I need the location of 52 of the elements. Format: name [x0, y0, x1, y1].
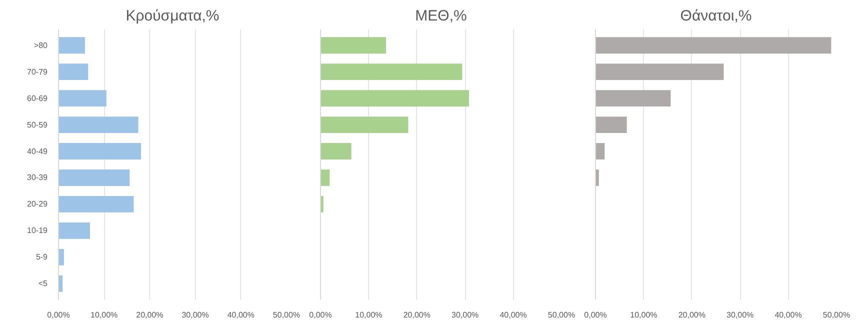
x-tick-label: 10,00%: [355, 310, 382, 320]
y-tick-label: 5-9: [36, 252, 48, 262]
y-tick-label: 30-39: [27, 173, 48, 182]
x-tick-label: 20,00%: [678, 310, 706, 320]
bar: [58, 170, 130, 186]
bar: [320, 170, 330, 186]
bar: [58, 196, 134, 212]
y-tick-label: >80: [34, 40, 48, 50]
y-tick-label: 20-29: [27, 200, 48, 209]
bar: [58, 90, 106, 107]
x-tick-label: 10,00%: [90, 310, 118, 320]
bar: [596, 143, 605, 160]
y-tick-label: 10-19: [27, 226, 48, 236]
bar: [320, 90, 469, 107]
y-tick-label: 50-59: [27, 120, 48, 130]
x-tick-label: 50,00%: [548, 310, 576, 320]
x-tick-label: 0,00%: [47, 310, 70, 320]
x-tick-label: 20,00%: [403, 310, 430, 320]
x-tick-label: 40,00%: [774, 310, 802, 320]
y-tick-label: <5: [38, 279, 48, 288]
x-tick-label: 50,00%: [272, 310, 300, 320]
x-tick-label: 40,00%: [500, 310, 527, 320]
bar: [58, 116, 138, 133]
x-tick-label: 30,00%: [452, 310, 479, 320]
x-tick-label: 40,00%: [227, 310, 254, 320]
bar: [58, 37, 85, 54]
y-tick-label: 40-49: [27, 146, 48, 156]
bar: [320, 37, 386, 54]
x-tick-label: 20,00%: [136, 310, 164, 320]
bar: [596, 170, 599, 186]
bar: [596, 116, 627, 133]
chart-title: ΜΕΘ,%: [415, 8, 467, 24]
bar: [58, 222, 90, 239]
y-tick-label: 70-79: [27, 67, 48, 76]
x-tick-label: 10,00%: [630, 310, 658, 320]
bar: [320, 116, 408, 133]
x-tick-label: 50,00%: [822, 310, 850, 320]
chart-title: Θάνατοι,%: [680, 8, 752, 24]
bar: [320, 64, 462, 80]
bar: [320, 143, 352, 160]
x-tick-label: 0,00%: [309, 310, 332, 320]
x-tick-label: 0,00%: [584, 310, 607, 320]
y-tick-label: 60-69: [27, 94, 48, 103]
bar: [596, 90, 671, 107]
bar: [58, 248, 64, 266]
x-tick-label: 30,00%: [726, 310, 754, 320]
x-tick-label: 30,00%: [182, 310, 209, 320]
bar: [596, 64, 724, 80]
bar: [596, 37, 832, 54]
bar: [58, 143, 142, 160]
bar: [58, 64, 88, 80]
chart-title: Κρούσματα,%: [126, 8, 220, 24]
